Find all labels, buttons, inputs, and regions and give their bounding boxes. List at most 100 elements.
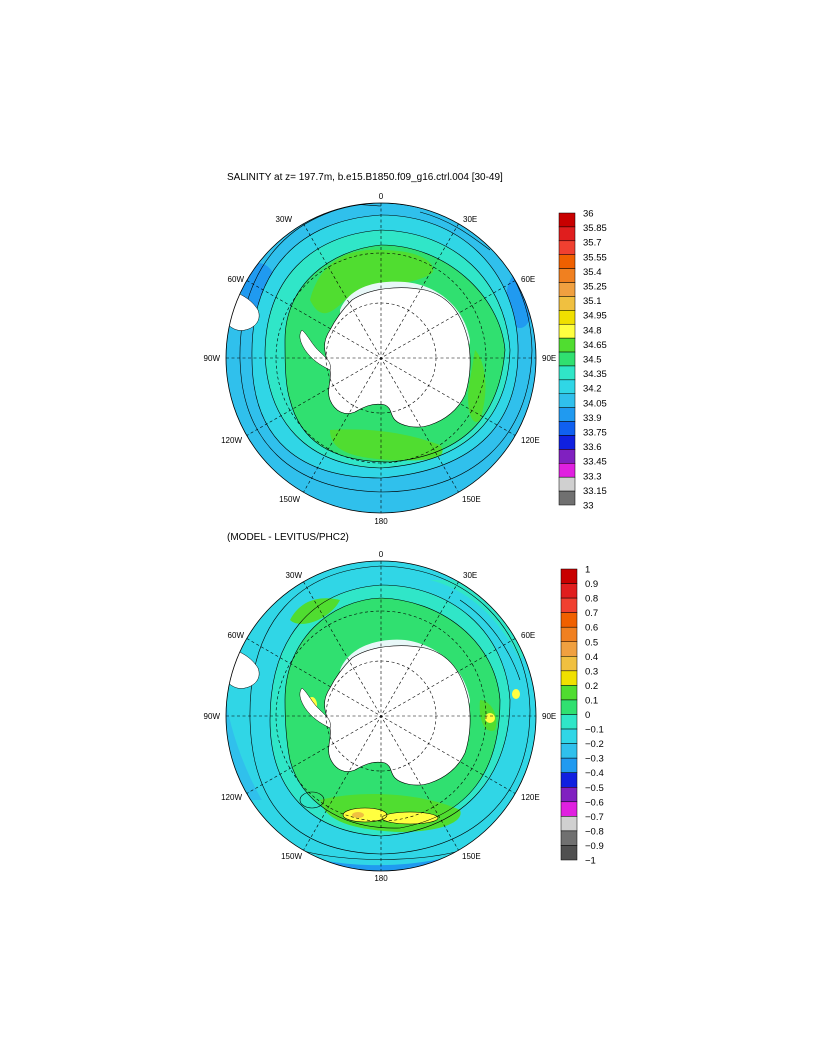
lon-label-90e: 90E [542,354,556,363]
colorbar-swatch [560,787,578,803]
colorbar-swatch [560,699,578,715]
colorbar-swatch [558,365,576,381]
colorbar-tick-label: 33.75 [583,428,607,439]
colorbar-tick-label: 0.1 [585,695,598,706]
colorbar-tick-label: 35.55 [583,252,607,263]
colorbar-tick-label: 0.7 [585,608,598,619]
map-boundary [225,202,537,514]
lon-label-30e: 30E [463,571,477,580]
lon-label-150w: 150W [279,495,300,504]
salinity-map-title: SALINITY at z= 197.7m, b.e15.B1850.f09_g… [227,172,503,183]
map-boundary [225,560,537,872]
colorbar-tick-label: −1 [585,856,596,867]
colorbar-tick-label: 34.5 [583,355,602,366]
lon-label-150w: 150W [281,852,302,861]
colorbar-swatch [560,612,578,628]
colorbar-tick-label: 33.45 [583,457,607,468]
colorbar-tick-label: 35.25 [583,282,607,293]
colorbar-tick-label: −0.1 [585,725,604,736]
colorbar-swatch [558,407,576,422]
difference-colorbar [560,568,578,861]
colorbar-tick-label: 34.05 [583,398,607,409]
colorbar-swatch [558,337,576,353]
lon-label-150e: 150E [462,852,481,861]
colorbar-tick-label: −0.8 [585,826,604,837]
colorbar-tick-label: 0 [585,710,590,721]
graticule-lines [226,203,536,513]
colorbar-swatch [560,743,578,759]
colorbar-swatch [560,816,578,832]
colorbar-swatch [558,254,576,269]
lon-label-120e: 120E [521,436,540,445]
antarctica-landmass [324,287,471,428]
colorbar-swatch [558,323,576,339]
colorbar-swatch [558,421,576,436]
colorbar-swatch [558,476,576,492]
colorbar-tick-label: 34.95 [583,311,607,322]
lon-label-180: 180 [374,874,388,883]
colorbar-swatch [558,268,576,283]
colorbar-swatch [560,685,578,701]
colorbar-tick-label: 0.2 [585,681,598,692]
colorbar-swatch [558,449,576,464]
colorbar-swatch [558,240,576,255]
colorbar-swatch [558,296,576,311]
colorbar-tick-label: −0.6 [585,797,604,808]
colorbar-tick-label: −0.5 [585,783,604,794]
colorbar-tick-label: 33.3 [583,471,602,482]
colorbar-swatch [560,568,578,584]
difference-map-title: (MODEL - LEVITUS/PHC2) [227,532,349,543]
colorbar-tick-label: 36 [583,209,594,220]
lon-label-90e: 90E [542,712,556,721]
colorbar-swatch [558,351,576,367]
salinity-colorbar [558,212,576,506]
colorbar-tick-label: 33.6 [583,442,602,453]
colorbar-tick-label: 33.15 [583,486,607,497]
salinity-colorbar-labels: 36 35.85 35.7 35.55 35.4 35.25 35.1 34.95 34.8 34… [583,209,607,512]
colorbar-tick-label: 0.5 [585,637,598,648]
colorbar-swatch [560,641,578,657]
colorbar-tick-label: 34.2 [583,384,602,395]
lon-label-30w: 30W [286,571,303,580]
lon-label-0: 0 [379,192,384,201]
salinity-polar-map: 0 180 90W 90E 30W 30E 60W 60E 120W 120E … [204,192,557,526]
colorbar-tick-label: 0.6 [585,623,598,634]
colorbar-swatch [560,757,578,773]
colorbar-swatch [560,626,578,643]
colorbar-swatch [560,830,578,846]
colorbar-tick-label: 34.8 [583,325,602,336]
colorbar-tick-label: −0.3 [585,754,604,765]
colorbar-swatch [560,728,578,744]
colorbar-swatch [558,310,576,325]
colorbar-swatch [558,379,576,395]
lon-label-60w: 60W [228,275,245,284]
colorbar-tick-label: 35.7 [583,238,602,249]
lon-label-60w: 60W [228,631,245,640]
colorbar-tick-label: 0.3 [585,666,598,677]
lon-label-150e: 150E [462,495,481,504]
colorbar-tick-label: 1 [585,565,590,576]
difference-polar-map: 0 180 90W 90E 30W 30E 60W 60E 120W 120E … [204,550,557,883]
colorbar-tick-label: 33.9 [583,413,602,424]
colorbar-swatch [560,670,578,686]
lon-label-0: 0 [379,550,384,559]
colorbar-swatch [560,714,578,730]
colorbar-swatch [560,845,578,861]
colorbar-tick-label: 35.1 [583,296,602,307]
antarctica-landmass [324,645,471,786]
colorbar-swatch [558,490,576,506]
colorbar-tick-label: −0.2 [585,739,604,750]
colorbar-tick-label: −0.9 [585,841,604,852]
colorbar-swatch [558,463,576,478]
colorbar-swatch [560,801,578,817]
colorbar-tick-label: 35.85 [583,223,607,234]
colorbar-tick-label: −0.7 [585,812,604,823]
colorbar-swatch [560,772,578,788]
colorbar-tick-label: 0.9 [585,579,598,590]
colorbar-tick-label: 0.4 [585,652,598,663]
lon-label-30w: 30W [276,215,293,224]
colorbar-swatch [560,583,578,599]
lon-label-120w: 120W [221,436,242,445]
colorbar-swatch [560,656,578,672]
